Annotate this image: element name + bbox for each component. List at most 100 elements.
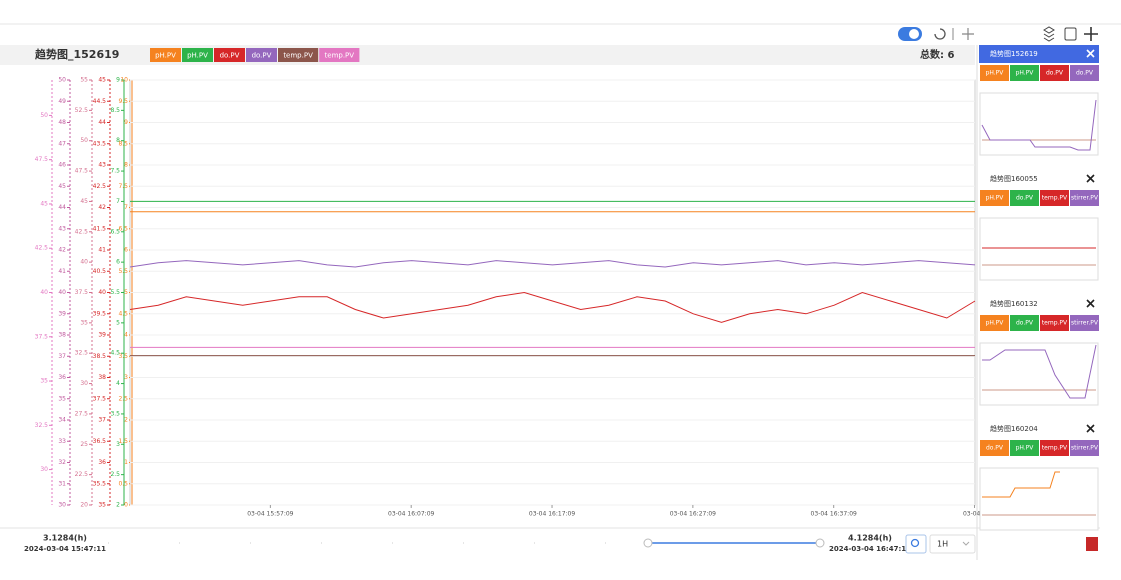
- y-tick-label: 37: [98, 417, 106, 424]
- y-tick-label: 37.5: [35, 333, 49, 340]
- search-button[interactable]: [905, 534, 927, 554]
- close-icon[interactable]: [1086, 299, 1095, 308]
- legend-tag[interactable]: [278, 48, 319, 62]
- y-tick-label: 41: [98, 247, 106, 254]
- series-line: [129, 291, 976, 323]
- y-tick-label: 1.5: [118, 438, 128, 445]
- x-tick-label: 03-04 16:07:09: [388, 511, 434, 518]
- y-tick-label: 34: [58, 417, 66, 424]
- total-count: 总数: 6: [920, 48, 954, 61]
- legend-tag[interactable]: [182, 48, 213, 62]
- toggle-knob: [909, 29, 919, 39]
- y-tick-label: 41: [58, 268, 66, 275]
- slider-handle[interactable]: [643, 538, 653, 548]
- y-tick-label: 4.5: [110, 350, 120, 357]
- legend-tag[interactable]: [214, 48, 245, 62]
- panel-tag: [1040, 65, 1069, 81]
- y-tick-label: 42.5: [75, 228, 89, 235]
- y-tick-label: 48: [58, 119, 66, 126]
- y-tick-label: 42: [98, 204, 106, 211]
- y-tick-label: 50: [40, 112, 48, 119]
- layers-icon[interactable]: [1043, 26, 1055, 42]
- y-tick-label: 0.5: [118, 480, 128, 487]
- panel-header: [979, 45, 1099, 63]
- y-tick-label: 5.5: [118, 268, 128, 275]
- add-icon[interactable]: [962, 28, 974, 40]
- panel-header: [979, 170, 1099, 188]
- y-tick-label: 38: [58, 332, 66, 339]
- panel-tag-label: pH.PV: [1016, 70, 1035, 77]
- panel-tag: [980, 315, 1009, 331]
- slider-handle[interactable]: [815, 538, 825, 548]
- refresh-icon[interactable]: [934, 28, 946, 40]
- x-tick-label: 03-04 16:27:09: [670, 511, 716, 518]
- y-tick-label: 30: [58, 502, 66, 509]
- y-tick-label: 1: [124, 459, 128, 466]
- y-tick-label: 6: [124, 247, 128, 254]
- legend-tag[interactable]: [246, 48, 277, 62]
- panel-tag-label: do.PV: [1076, 70, 1094, 77]
- close-icon[interactable]: [1086, 49, 1095, 58]
- y-tick-label: 3.5: [118, 353, 128, 360]
- y-tick-label: 45: [98, 77, 106, 84]
- panel-tag-label: do.PV: [1016, 320, 1034, 327]
- y-tick-label: 35: [80, 319, 88, 326]
- y-tick-label: 39: [58, 310, 66, 317]
- y-tick-label: 40: [80, 259, 88, 266]
- legend-label: temp.PV: [325, 52, 355, 60]
- y-tick-label: 3: [116, 441, 120, 448]
- panel-tag-label: pH.PV: [986, 195, 1005, 202]
- y-tick-label: 50: [58, 77, 66, 84]
- panel-thumbnail: [979, 217, 1099, 281]
- y-tick-label: 25: [80, 441, 88, 448]
- y-tick-label: 7: [124, 204, 128, 211]
- panel-title: 趋势图160204: [990, 424, 1038, 433]
- y-tick-label: 4: [124, 332, 128, 339]
- y-tick-label: 47.5: [75, 168, 89, 175]
- search-icon: [910, 538, 920, 548]
- y-tick-label: 2: [124, 417, 128, 424]
- y-tick-label: 37.5: [75, 289, 89, 296]
- y-tick-label: 6: [116, 259, 120, 266]
- y-tick-label: 52.5: [75, 107, 89, 114]
- chart-title: 趋势图_152619: [35, 47, 119, 61]
- legend-tag[interactable]: [319, 48, 360, 62]
- panel-tag: [1010, 440, 1039, 456]
- save-icon[interactable]: [1064, 27, 1077, 41]
- y-tick-label: 2.5: [110, 471, 120, 478]
- legend-tag[interactable]: [150, 48, 181, 62]
- panel-title: 趋势图160055: [990, 174, 1038, 183]
- end-time: 2024-03-04 16:47:11: [829, 545, 911, 553]
- y-tick-label: 42.5: [35, 245, 49, 252]
- y-tick-label: 32.5: [75, 350, 89, 357]
- close-icon[interactable]: [1086, 174, 1095, 183]
- panel-tag: [1070, 65, 1099, 81]
- y-tick-label: 43: [98, 162, 106, 169]
- y-tick-label: 35: [98, 502, 106, 509]
- panel-tag-label: pH.PV: [1016, 445, 1035, 452]
- panel-tag-label: temp.PV: [1042, 445, 1068, 452]
- panel-tag-label: do.PV: [1016, 195, 1034, 202]
- y-tick-label: 8: [116, 137, 120, 144]
- panel-tag-label: stirrer.PV: [1071, 445, 1099, 452]
- y-tick-label: 32: [58, 459, 66, 466]
- y-tick-label: 8: [124, 162, 128, 169]
- thumbnail-trend: [982, 344, 1097, 399]
- y-tick-label: 7: [116, 198, 120, 205]
- y-tick-label: 43.5: [93, 140, 107, 147]
- y-tick-label: 36: [98, 459, 106, 466]
- range-select[interactable]: [929, 534, 976, 554]
- y-tick-label: 5: [124, 289, 128, 296]
- y-tick-label: 20: [80, 502, 88, 509]
- y-tick-label: 27.5: [75, 410, 89, 417]
- corner-button[interactable]: [1086, 537, 1098, 551]
- y-tick-label: 3.5: [110, 410, 120, 417]
- y-tick-label: 36.5: [93, 438, 107, 445]
- close-icon[interactable]: [1086, 424, 1095, 433]
- panel-tag: [1040, 315, 1069, 331]
- add-panel-icon[interactable]: [1084, 27, 1098, 41]
- y-tick-label: 2.5: [118, 395, 128, 402]
- y-tick-label: 22.5: [75, 471, 89, 478]
- y-tick-label: 10: [120, 77, 128, 84]
- y-tick-label: 37.5: [93, 395, 107, 402]
